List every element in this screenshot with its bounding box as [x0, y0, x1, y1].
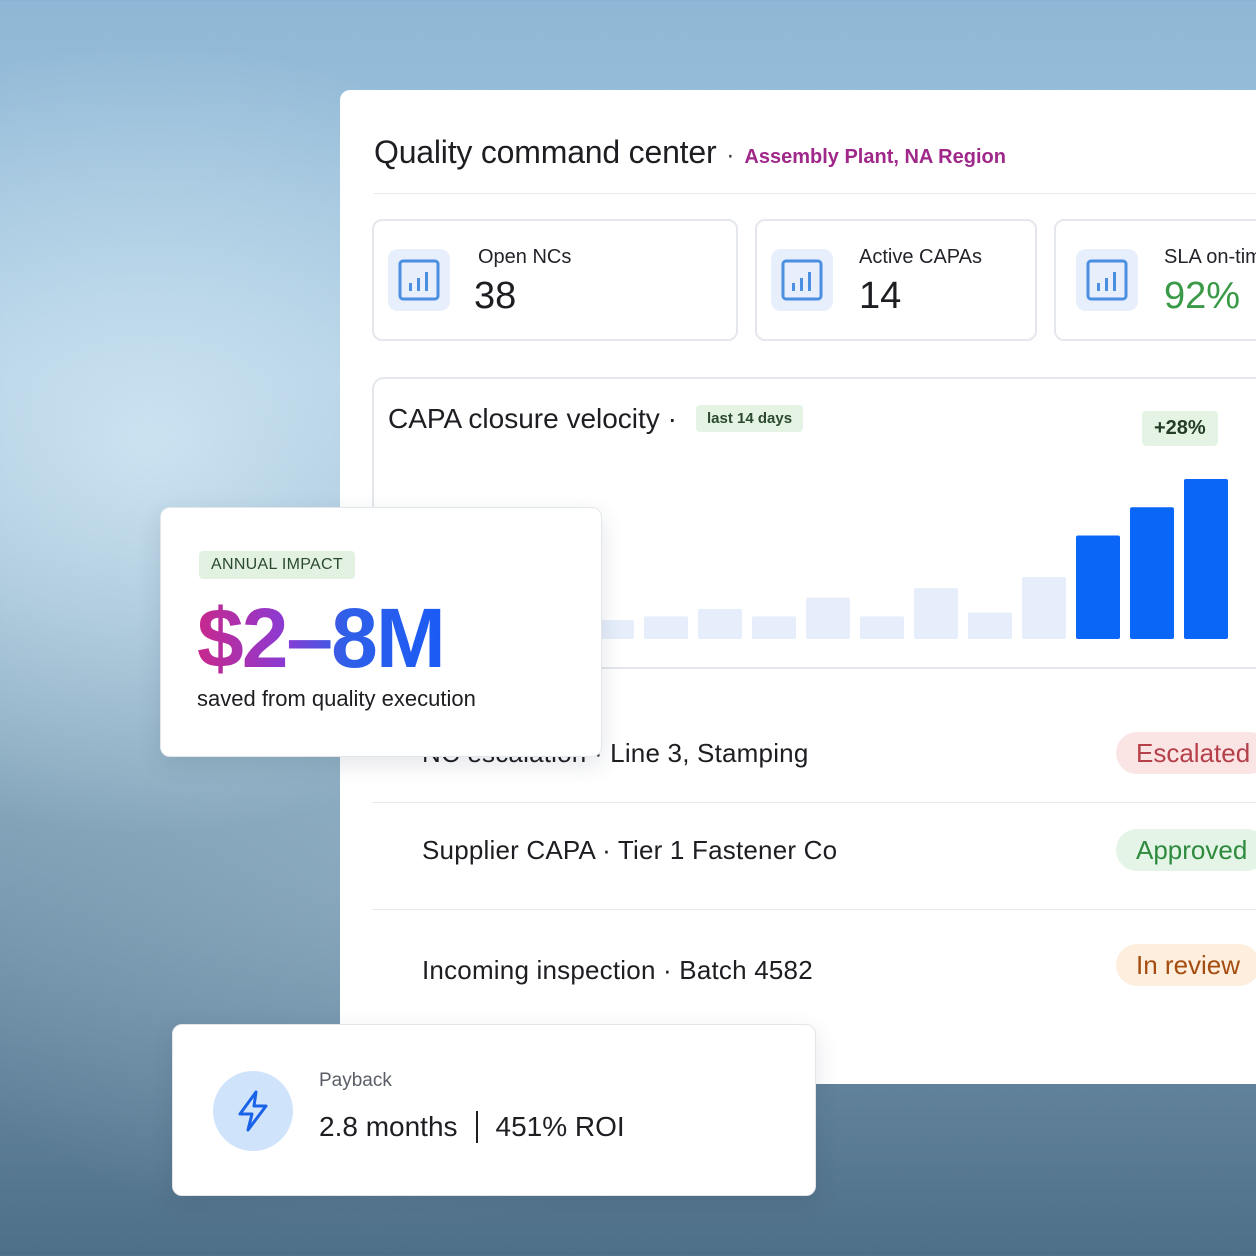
- kpi-card-active-capas[interactable]: Active CAPAs 14: [755, 219, 1037, 341]
- bar-chart-icon: [388, 249, 450, 311]
- chart-bar: [914, 588, 958, 639]
- chart-bar: [644, 616, 688, 639]
- chart-bar: [1184, 479, 1228, 639]
- kpi-value: 92%: [1164, 275, 1241, 317]
- bar-chart-icon: [1076, 249, 1138, 311]
- row-divider: [372, 909, 1256, 910]
- annual-impact-card: ANNUAL IMPACT $2–8M saved from quality e…: [160, 507, 602, 757]
- kpi-label: Active CAPAs: [859, 246, 982, 268]
- chart-bar: [860, 616, 904, 639]
- kpi-value: 38: [474, 275, 517, 317]
- impact-tag: ANNUAL IMPACT: [199, 551, 355, 579]
- location-subtitle[interactable]: Assembly Plant, NA Region: [744, 146, 1006, 168]
- delta-badge: +28%: [1142, 411, 1218, 446]
- kpi-value: 14: [859, 275, 902, 317]
- impact-value: $2–8M: [197, 591, 446, 685]
- kpi-label: SLA on-time: [1164, 246, 1256, 268]
- payback-months: 2.8 months: [319, 1111, 458, 1142]
- row-divider: [372, 802, 1256, 803]
- payback-value: 2.8 months 451% ROI: [319, 1111, 625, 1143]
- status-badge-escalated: Escalated: [1116, 732, 1256, 774]
- payback-card: Payback 2.8 months 451% ROI: [172, 1024, 816, 1196]
- kpi-card-sla-on-time[interactable]: SLA on-time 92%: [1054, 219, 1256, 341]
- kpi-label: Open NCs: [478, 246, 572, 268]
- chart-bar: [1076, 535, 1120, 639]
- chart-bar: [968, 612, 1012, 639]
- status-badge-approved: Approved: [1116, 829, 1256, 871]
- title-separator: ·: [726, 142, 735, 169]
- chart-bar: [698, 608, 742, 639]
- chart-bar: [806, 597, 850, 639]
- list-item-text[interactable]: Incoming inspection · Batch 4582: [422, 955, 813, 985]
- impact-caption: saved from quality execution: [197, 686, 476, 711]
- kpi-card-open-ncs[interactable]: Open NCs 38: [372, 219, 738, 341]
- status-badge-in-review: In review: [1116, 944, 1256, 986]
- page-title: Quality command center: [374, 134, 717, 170]
- bar-chart-icon: [771, 249, 833, 311]
- panel-header: Quality command center · Assembly Plant,…: [374, 134, 1256, 171]
- lightning-icon: [213, 1071, 293, 1151]
- chart-bar: [1022, 576, 1066, 639]
- payback-roi: 451% ROI: [495, 1111, 625, 1142]
- list-item-text[interactable]: Supplier CAPA · Tier 1 Fastener Co: [422, 835, 838, 865]
- date-range-badge[interactable]: last 14 days: [696, 405, 804, 432]
- payback-separator: [475, 1111, 478, 1143]
- header-divider: [374, 193, 1256, 194]
- chart-bar: [752, 616, 796, 639]
- chart-title: CAPA closure velocity ·: [388, 403, 677, 434]
- payback-label: Payback: [319, 1070, 392, 1091]
- chart-bar: [1130, 507, 1174, 639]
